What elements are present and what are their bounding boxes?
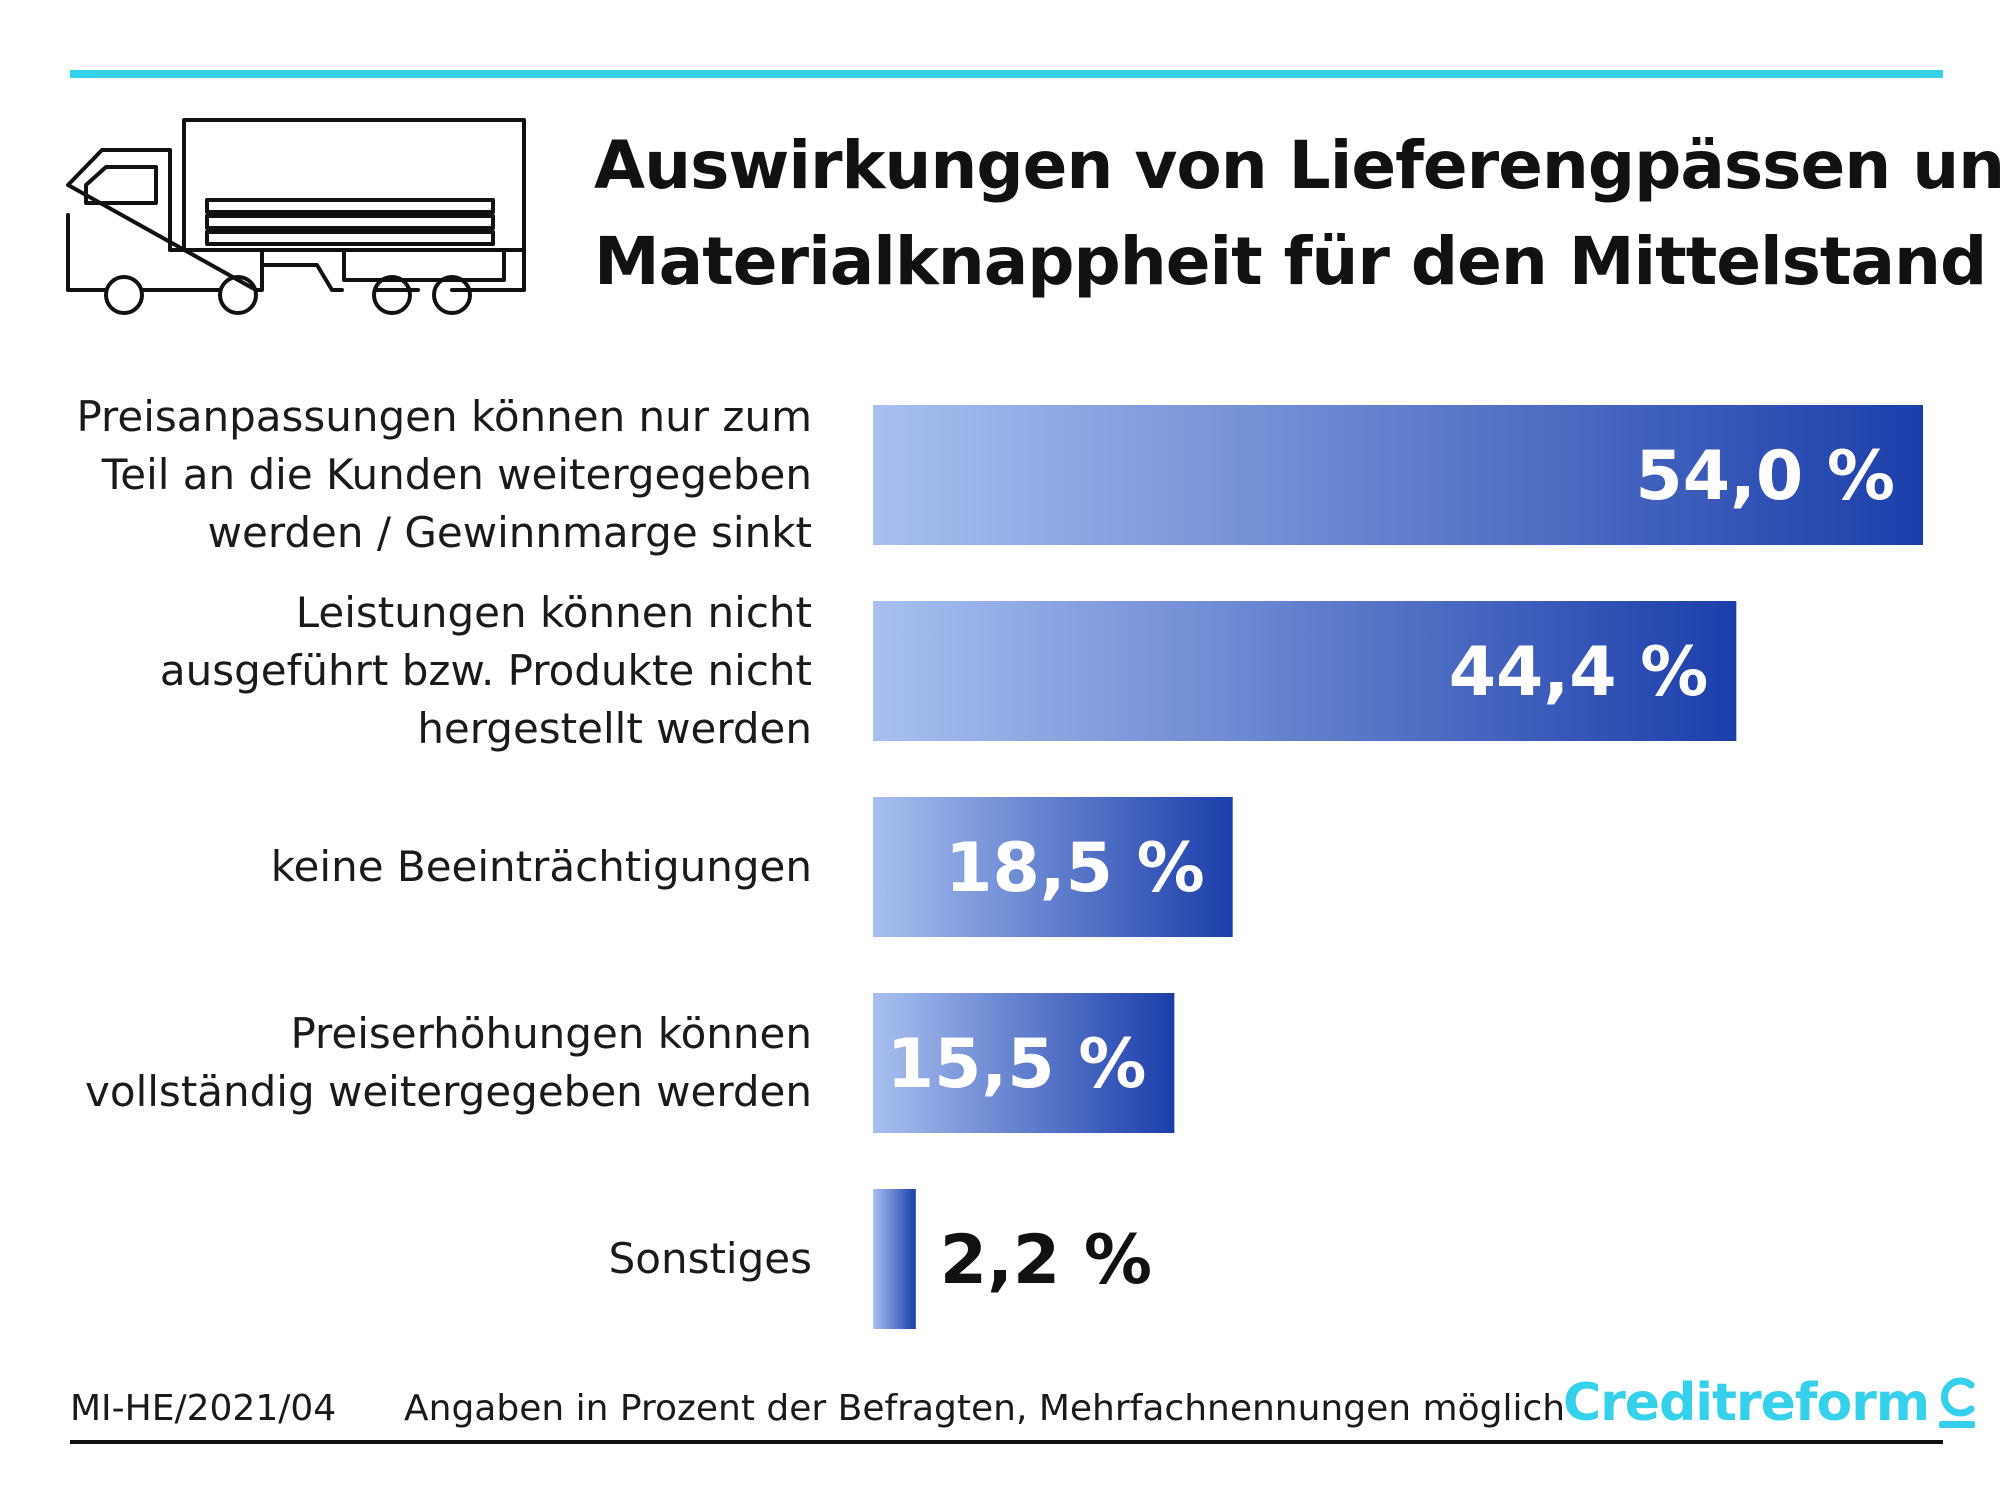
logo-mark-icon <box>1939 1377 1976 1428</box>
category-label-2-line-1: Leistungen können nicht <box>296 588 812 637</box>
category-label-4-line-2: vollständig weitergegeben werden <box>85 1067 812 1116</box>
category-label-2-line-3: hergestellt werden <box>417 704 812 753</box>
title-line-2: Materialknappheit für den Mittelstand <box>594 223 1987 300</box>
bar-4 <box>873 993 1175 1133</box>
bar-3 <box>873 797 1233 937</box>
value-label-5: 2,2 % <box>940 1221 1152 1300</box>
category-label-1-line-2: Teil an die Kunden weitergegeben <box>101 450 812 499</box>
category-label-4-line-1: Preiserhöhungen können <box>290 1009 812 1058</box>
bottom-rule <box>70 1440 1943 1444</box>
value-label-4: 15,5 % <box>887 1025 1147 1104</box>
value-label-2: 44,4 % <box>1449 633 1709 712</box>
category-label-1-line-1: Preisanpassungen können nur zum <box>76 392 812 441</box>
bar-chart: Preisanpassungen können nur zum Teil an d… <box>76 392 1923 1329</box>
category-label-2-line-2: ausgeführt bzw. Produkte nicht <box>160 646 812 695</box>
category-label-3-line-1: keine Beeinträchtigungen <box>271 842 812 891</box>
creditreform-logo: Creditreform <box>1563 1372 1979 1434</box>
title-line-1: Auswirkungen von Lieferengpässen und <box>594 127 2001 204</box>
footer-note: Angaben in Prozent der Befragten, Mehrfa… <box>404 1388 1566 1429</box>
logo-text: Creditreform <box>1563 1373 1930 1433</box>
bar-5 <box>873 1189 916 1329</box>
top-accent-rule <box>70 70 1943 78</box>
truck-icon <box>66 118 526 315</box>
bar-1 <box>873 405 1923 545</box>
category-label-5-line-1: Sonstiges <box>609 1234 812 1283</box>
category-label-1-line-3: werden / Gewinnmarge sinkt <box>208 508 812 557</box>
value-label-1: 54,0 % <box>1635 437 1895 516</box>
value-label-3: 18,5 % <box>945 829 1205 908</box>
footer-id: MI-HE/2021/04 <box>70 1388 337 1429</box>
bar-2 <box>873 601 1737 741</box>
chart-title: Auswirkungen von Lieferengpässen und Mat… <box>594 118 2001 310</box>
